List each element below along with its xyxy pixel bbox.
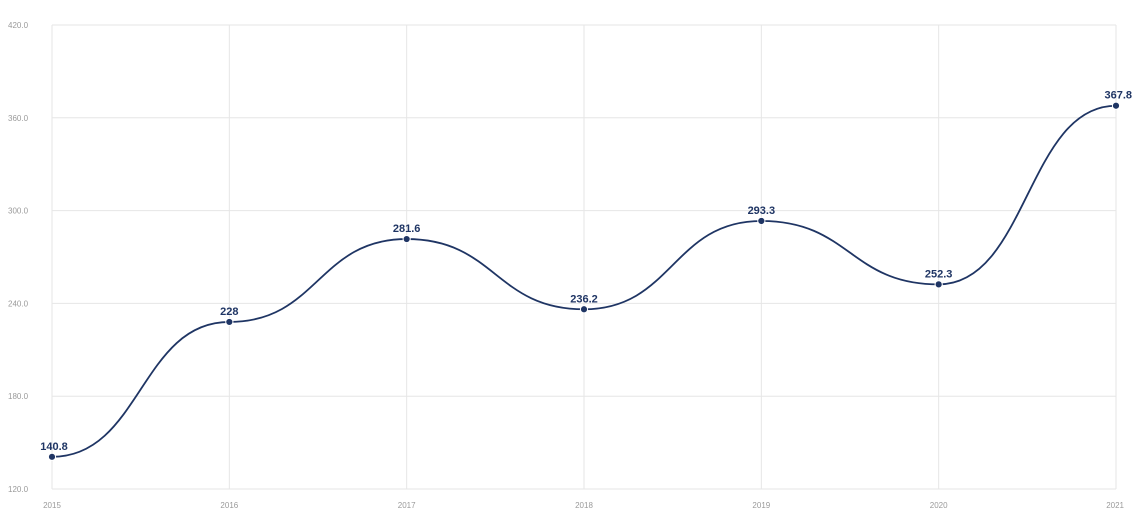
x-tick-label: 2021 (1106, 501, 1124, 510)
x-tick-label: 2018 (575, 501, 593, 510)
data-label: 293.3 (748, 205, 776, 217)
data-point[interactable] (934, 280, 943, 289)
x-tick-label: 2015 (43, 501, 61, 510)
y-tick-label: 180.0 (8, 392, 29, 401)
data-point[interactable] (402, 234, 411, 244)
data-label: 252.3 (925, 268, 953, 280)
data-point[interactable] (225, 317, 234, 327)
data-label: 367.8 (1104, 90, 1132, 102)
data-label: 140.8 (40, 441, 68, 453)
series-layer (47, 101, 1121, 461)
axis-labels: 120.0 180.0 240.0 300.0 360.0 420.0 2015 2016 20… (8, 21, 1125, 510)
data-label: 281.6 (393, 223, 421, 235)
x-tick-label: 2020 (930, 501, 948, 510)
y-tick-label: 240.0 (8, 299, 29, 308)
grid-layer (51, 24, 1117, 490)
y-tick-label: 300.0 (8, 207, 29, 216)
data-label: 236.2 (570, 293, 598, 305)
data-point[interactable] (757, 216, 766, 226)
x-tick-label: 2016 (220, 501, 238, 510)
data-labels: 140.8 228 281.6 236.2 293.3 252.3 367.8 (40, 90, 1132, 453)
x-tick-label: 2017 (398, 501, 416, 510)
data-label: 228 (220, 306, 238, 318)
data-point[interactable] (47, 452, 57, 461)
x-tick-label: 2019 (752, 501, 770, 510)
y-tick-label: 420.0 (8, 21, 29, 30)
y-tick-label: 120.0 (8, 485, 29, 494)
data-point[interactable] (579, 305, 589, 314)
data-point[interactable] (1111, 101, 1121, 110)
y-tick-label: 360.0 (8, 114, 29, 123)
